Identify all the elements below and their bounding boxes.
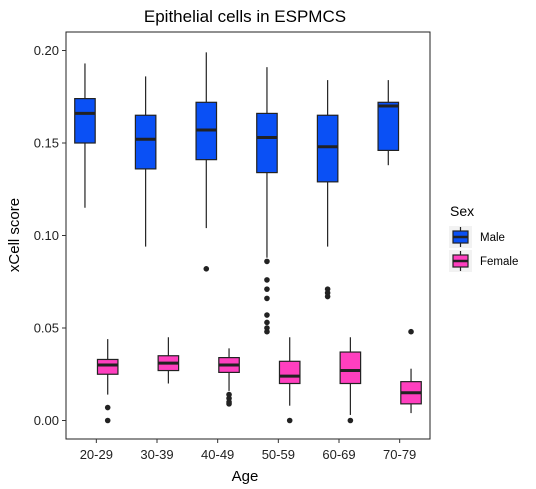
x-axis: 20-29 30-39 40-49 50-59 60-69 70-79	[80, 439, 416, 462]
box-female-70-79	[400, 328, 422, 414]
box-body	[339, 351, 362, 385]
x-tick-label: 40-49	[201, 447, 234, 462]
outlier-point	[226, 401, 232, 407]
legend: Sex Male Female	[449, 203, 518, 272]
y-tick-label: 0.05	[34, 321, 59, 336]
box-body	[74, 97, 96, 144]
outlier-point	[286, 417, 293, 424]
x-tick-label: 20-29	[80, 447, 113, 462]
y-tick-label: 0.00	[34, 413, 59, 428]
box-female-40-49	[218, 348, 240, 407]
box-body	[278, 360, 301, 385]
outlier-point	[203, 266, 210, 272]
box-body	[256, 112, 278, 174]
outlier-point	[264, 319, 270, 326]
y-tick-label: 0.10	[34, 228, 59, 243]
box-male-70-79	[377, 80, 400, 166]
x-tick-label: 30-39	[140, 447, 173, 462]
box-male-20-29	[74, 63, 96, 208]
y-tick-label: 0.20	[34, 43, 59, 58]
outlier-point	[104, 417, 111, 424]
box-female-20-29	[96, 339, 119, 424]
outlier-point	[104, 404, 111, 411]
x-tick-label: 70-79	[383, 447, 416, 462]
outlier-point	[408, 328, 414, 335]
box-body	[96, 358, 119, 375]
outlier-point	[347, 417, 354, 424]
box-layer	[74, 52, 422, 424]
box-male-50-59	[256, 67, 278, 335]
y-tick-label: 0.15	[34, 136, 59, 151]
outlier-point	[264, 312, 270, 318]
legend-label-male: Male	[480, 232, 505, 244]
box-female-50-59	[278, 337, 301, 424]
box-male-40-49	[195, 52, 218, 272]
y-axis: 0.00 0.05 0.10 0.15 0.20	[34, 43, 66, 428]
chart-title: Epithelial cells in ESPMCS	[144, 7, 346, 26]
outlier-point	[264, 328, 270, 335]
outlier-point	[264, 258, 270, 265]
box-body	[377, 101, 400, 152]
outlier-point	[264, 277, 270, 283]
legend-title: Sex	[450, 203, 474, 219]
box-female-30-39	[157, 337, 180, 384]
box-female-60-69	[339, 337, 362, 424]
plot-panel	[65, 31, 431, 440]
outlier-point	[264, 295, 270, 302]
outlier-point	[264, 286, 270, 292]
box-male-60-69	[316, 80, 339, 300]
x-tick-label: 50-59	[262, 447, 295, 462]
y-axis-title: xCell score	[6, 198, 23, 272]
outlier-point	[324, 293, 331, 300]
x-tick-label: 60-69	[322, 447, 355, 462]
x-axis-title: Age	[232, 468, 259, 485]
box-body	[316, 114, 339, 183]
box-body	[134, 114, 157, 170]
legend-label-female: Female	[480, 256, 518, 268]
box-male-30-39	[134, 76, 157, 247]
